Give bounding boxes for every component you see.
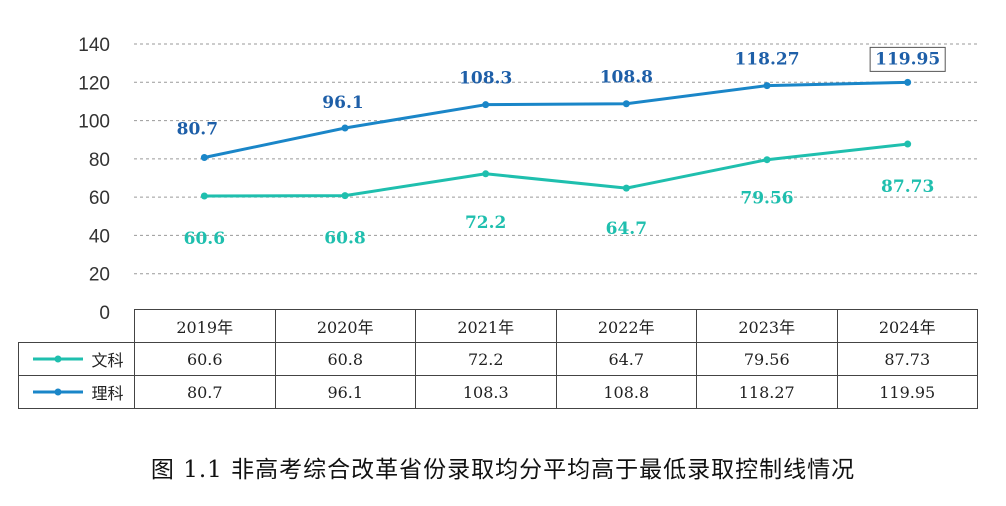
data-label: 64.7 — [606, 219, 647, 239]
data-label: 119.95 — [875, 49, 940, 69]
table-cell: 108.3 — [415, 375, 557, 409]
y-tick-label: 100 — [78, 112, 110, 133]
data-point — [200, 192, 208, 200]
legend-science: 理科 — [18, 375, 135, 409]
data-point — [482, 101, 490, 109]
legend-liberal-label: 文科 — [91, 351, 124, 370]
data-label: 87.73 — [881, 177, 934, 197]
data-table: 2019年 2020年 2021年 2022年 2023年 2024年 文科 6… — [18, 309, 978, 409]
y-tick-label: 120 — [78, 73, 110, 94]
table-cell: 80.7 — [134, 375, 276, 409]
series-line-science — [204, 80, 908, 159]
legend-science-label: 理科 — [91, 384, 124, 403]
data-point — [904, 140, 912, 148]
table-cell: 60.8 — [274, 342, 416, 376]
table-header-cell: 2019年 — [134, 309, 276, 343]
table-cell: 118.27 — [696, 375, 838, 409]
table-header-cell: 2023年 — [696, 309, 838, 343]
table-row-liberal: 文科 60.6 60.8 72.2 64.7 79.56 87.73 — [18, 342, 978, 376]
data-label: 72.2 — [465, 213, 506, 233]
data-point — [763, 82, 771, 90]
y-tick-label: 40 — [89, 226, 110, 247]
data-label: 60.8 — [324, 229, 365, 249]
data-label: 108.8 — [600, 68, 653, 88]
legend-science-marker-icon — [33, 388, 84, 396]
data-point — [341, 192, 349, 200]
table-header-cell: 2021年 — [415, 309, 557, 343]
legend-liberal-marker-icon — [33, 355, 84, 363]
table-cell: 119.95 — [836, 375, 978, 409]
data-label: 80.7 — [177, 120, 218, 140]
table-cell: 72.2 — [415, 342, 557, 376]
data-point — [482, 170, 490, 178]
table-cell: 79.56 — [696, 342, 838, 376]
table-header-cell: 2020年 — [274, 309, 416, 343]
series-lines — [204, 80, 908, 198]
table-cell: 96.1 — [274, 375, 416, 409]
table-corner — [18, 309, 135, 343]
highlight-box — [869, 46, 946, 72]
data-point — [622, 100, 630, 108]
table-row-science: 理科 80.7 96.1 108.3 108.8 118.27 119.95 — [18, 375, 978, 409]
grid-lines — [134, 43, 978, 275]
table-cell: 108.8 — [555, 375, 697, 409]
series-points — [200, 78, 912, 200]
table-cell: 60.6 — [134, 342, 276, 376]
data-label: 108.3 — [459, 69, 512, 89]
table-cell: 64.7 — [555, 342, 697, 376]
table-header-cell: 2022年 — [555, 309, 697, 343]
data-point — [341, 124, 349, 132]
data-labels: 60.6 60.8 72.2 64.7 79.56 87.73 80.7 96.1 108.3 1… — [177, 46, 946, 249]
figure-caption: 图 1.1 非高考综合改革省份录取均分平均高于最低录取控制线情况 — [150, 457, 856, 483]
data-point — [904, 78, 912, 86]
table-header-row: 2019年 2020年 2021年 2022年 2023年 2024年 — [18, 309, 978, 343]
table-header-cell: 2024年 — [836, 309, 978, 343]
y-tick-label: 20 — [89, 265, 110, 286]
legend-liberal: 文科 — [18, 342, 135, 376]
data-label: 79.56 — [740, 189, 793, 209]
y-tick-label: 60 — [89, 188, 110, 209]
data-point — [622, 184, 630, 192]
table-cell: 87.73 — [836, 342, 978, 376]
data-point — [200, 154, 208, 162]
data-label: 60.6 — [184, 229, 225, 249]
data-label: 118.27 — [734, 50, 799, 70]
data-label: 96.1 — [322, 93, 363, 113]
series-line-liberal — [204, 142, 908, 198]
data-point — [763, 156, 771, 164]
y-tick-label: 80 — [89, 150, 110, 171]
y-tick-label: 140 — [78, 35, 110, 56]
